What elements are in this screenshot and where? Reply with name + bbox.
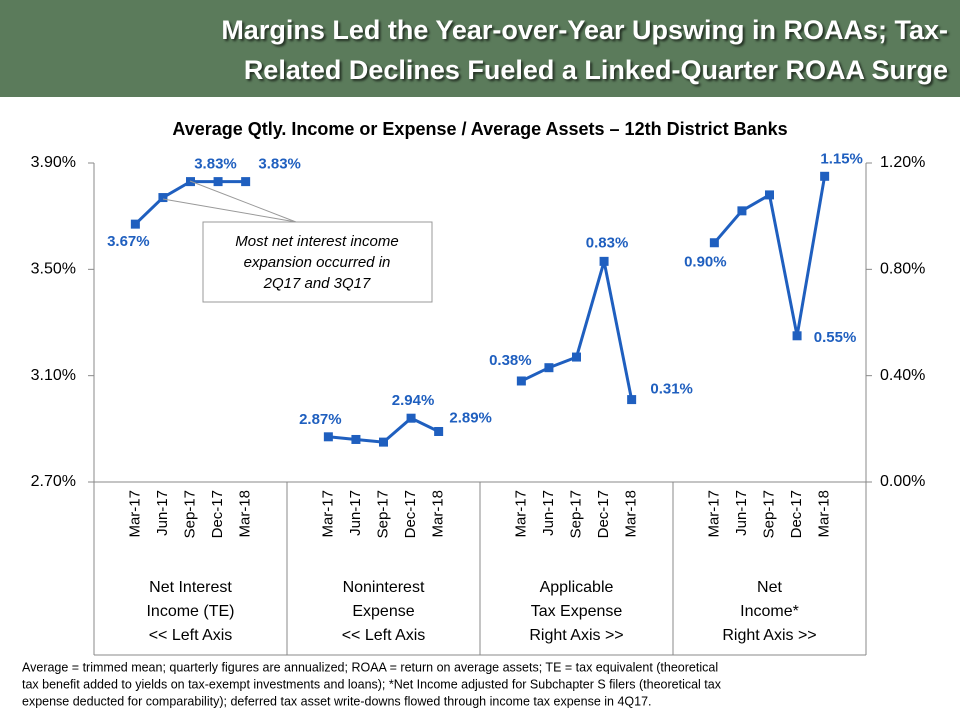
x-tick-label: Dec-17: [595, 490, 612, 538]
marker: [379, 437, 388, 447]
footnote: expense deducted for comparability); def…: [22, 694, 652, 708]
x-tick-label: Jun-17: [733, 490, 750, 536]
group-label: Applicable: [540, 579, 614, 596]
x-tick-label: Sep-17: [760, 490, 777, 538]
marker: [434, 426, 444, 436]
marker: [792, 331, 802, 341]
x-tick-label: Mar-17: [512, 490, 529, 538]
marker: [627, 395, 637, 405]
x-tick-label: Mar-17: [705, 490, 722, 538]
x-tick-label: Sep-17: [374, 490, 391, 538]
marker: [323, 432, 333, 442]
x-tick-label: Jun-17: [347, 490, 364, 536]
chart-title: Average Qtly. Income or Expense / Averag…: [172, 119, 787, 139]
data-label: 0.55%: [814, 329, 857, 346]
x-tick-label: Jun-17: [154, 490, 171, 536]
group-label: << Left Axis: [149, 627, 233, 644]
group-label: Income (TE): [146, 603, 234, 620]
marker: [213, 177, 223, 187]
annotation: Most net interest income: [235, 233, 398, 250]
marker: [572, 352, 581, 362]
series-line: [713, 176, 827, 337]
marker: [765, 190, 774, 200]
marker: [709, 238, 719, 248]
footnote: Average = trimmed mean; quarterly figure…: [22, 660, 718, 674]
group-label: Expense: [352, 603, 414, 620]
group-label: << Left Axis: [342, 627, 426, 644]
plot: 2.70% 3.10% 3.50% 3.90% 0.00% 0.40% 0.80% 1.20%…: [31, 150, 925, 656]
data-label: 3.67%: [107, 233, 150, 250]
marker: [241, 177, 251, 187]
x-tick-label: Mar-18: [430, 490, 447, 538]
marker: [351, 434, 361, 444]
data-label: 0.31%: [650, 381, 693, 398]
annotation-box: [202, 221, 433, 303]
data-label: 0.90%: [684, 254, 727, 271]
group-label: Noninterest: [343, 579, 425, 596]
annotation-leader: [189, 180, 297, 223]
x-tick-label: Mar-18: [623, 490, 640, 538]
x-tick-label: Sep-17: [567, 490, 584, 538]
data-label: 2.94%: [392, 392, 435, 409]
marker: [130, 219, 140, 229]
x-tick-label: Mar-17: [319, 490, 336, 538]
y2-tick-label: 0.40%: [880, 367, 925, 384]
marker: [158, 193, 168, 203]
y2-tick-label: 0.80%: [880, 261, 925, 278]
data-label: 1.15%: [820, 150, 863, 167]
annotation: expansion occurred in: [244, 254, 391, 271]
series-line: [134, 180, 246, 226]
x-tick-label: Jun-17: [540, 490, 557, 536]
group-label: Right Axis >>: [529, 627, 623, 644]
x-tick-label: Mar-18: [237, 490, 254, 538]
x-tick-label: Mar-17: [126, 490, 143, 538]
series-line: [520, 260, 634, 400]
group-label: Right Axis >>: [722, 627, 816, 644]
annotation-leader: [162, 198, 297, 223]
data-label: 0.83%: [586, 234, 629, 251]
x-tick-label: Dec-17: [209, 490, 226, 538]
header-title: Related Declines Fueled a Linked-Quarter…: [244, 55, 948, 85]
y-tick-label: 2.70%: [31, 473, 76, 490]
y-tick-label: 3.10%: [31, 367, 76, 384]
y2-tick-label: 0.00%: [880, 473, 925, 490]
data-label: 2.87%: [299, 411, 342, 428]
data-label: 3.83%: [258, 156, 301, 173]
x-tick-label: Dec-17: [788, 490, 805, 538]
x-tick-label: Dec-17: [402, 490, 419, 538]
group-label: Net: [757, 579, 782, 596]
x-tick-label: Mar-18: [816, 490, 833, 538]
header-band: [0, 0, 960, 97]
x-tick-label: Sep-17: [181, 490, 198, 538]
data-label: 2.89%: [449, 409, 492, 426]
marker: [406, 413, 416, 423]
marker: [516, 376, 526, 386]
group-label: Net Interest: [149, 579, 232, 596]
y-tick-label: 3.90%: [31, 154, 76, 171]
marker: [599, 256, 609, 266]
footnote: tax benefit added to yields on tax-exemp…: [22, 677, 722, 691]
y2-tick-label: 1.20%: [880, 154, 925, 171]
y-tick-label: 3.50%: [31, 261, 76, 278]
data-label: 0.38%: [489, 352, 532, 369]
marker: [737, 206, 747, 216]
data-label: 3.83%: [194, 156, 237, 173]
annotation: 2Q17 and 3Q17: [263, 275, 371, 292]
marker: [544, 363, 554, 373]
group-label: Tax Expense: [531, 603, 623, 620]
header-title: Margins Led the Year-over-Year Upswing i…: [221, 15, 948, 45]
group-label: Income*: [740, 603, 799, 620]
marker: [820, 171, 830, 181]
